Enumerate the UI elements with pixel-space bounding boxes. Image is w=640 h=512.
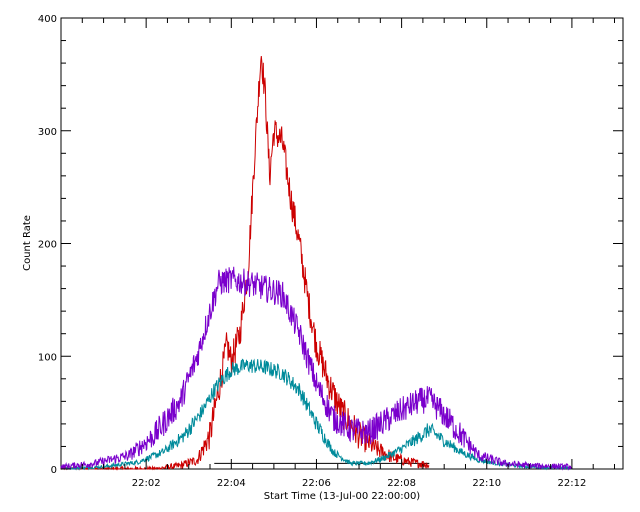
y-tick-label: 100 xyxy=(38,352,57,363)
ticks-group: 22:02 22:04 22:06 22:08 22:10 22:12 0 100 200 300… xyxy=(38,14,623,489)
x-axis-title: Start Time (13-Jul-00 22:00:00) xyxy=(264,491,421,502)
series-line-1 xyxy=(60,56,430,471)
series-line-3 xyxy=(60,266,572,471)
x-tick-label: 22:02 xyxy=(132,478,161,489)
y-axis-title: Count Rate xyxy=(22,215,33,271)
y-tick-label: 200 xyxy=(38,240,57,251)
x-tick-label: 22:12 xyxy=(557,478,586,489)
x-tick-label: 22:06 xyxy=(302,478,331,489)
x-tick-label: 22:08 xyxy=(387,478,416,489)
y-tick-label: 0 xyxy=(51,465,57,476)
x-tick-label: 22:10 xyxy=(472,478,501,489)
series-group xyxy=(60,56,572,471)
y-tick-label: 300 xyxy=(38,127,57,138)
x-tick-label: 22:04 xyxy=(217,478,246,489)
y-tick-label: 400 xyxy=(38,14,57,25)
